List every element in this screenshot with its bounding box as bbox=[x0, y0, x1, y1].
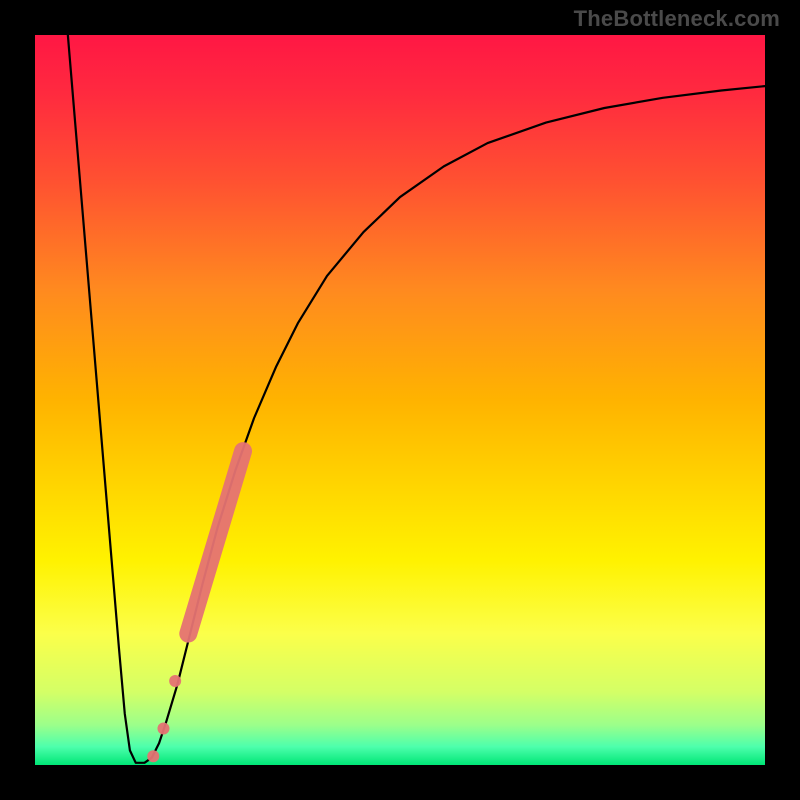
marker-dot-0 bbox=[169, 675, 181, 687]
chart-frame: TheBottleneck.com bbox=[0, 0, 800, 800]
watermark-text: TheBottleneck.com bbox=[574, 6, 780, 32]
marker-capsule bbox=[188, 451, 243, 633]
plot-area bbox=[35, 35, 765, 765]
marker-dot-2 bbox=[147, 750, 159, 762]
curve-layer bbox=[35, 35, 765, 765]
marker-dot-1 bbox=[157, 723, 169, 735]
series-bottleneck_curve bbox=[68, 35, 765, 763]
marker-group bbox=[147, 451, 243, 762]
